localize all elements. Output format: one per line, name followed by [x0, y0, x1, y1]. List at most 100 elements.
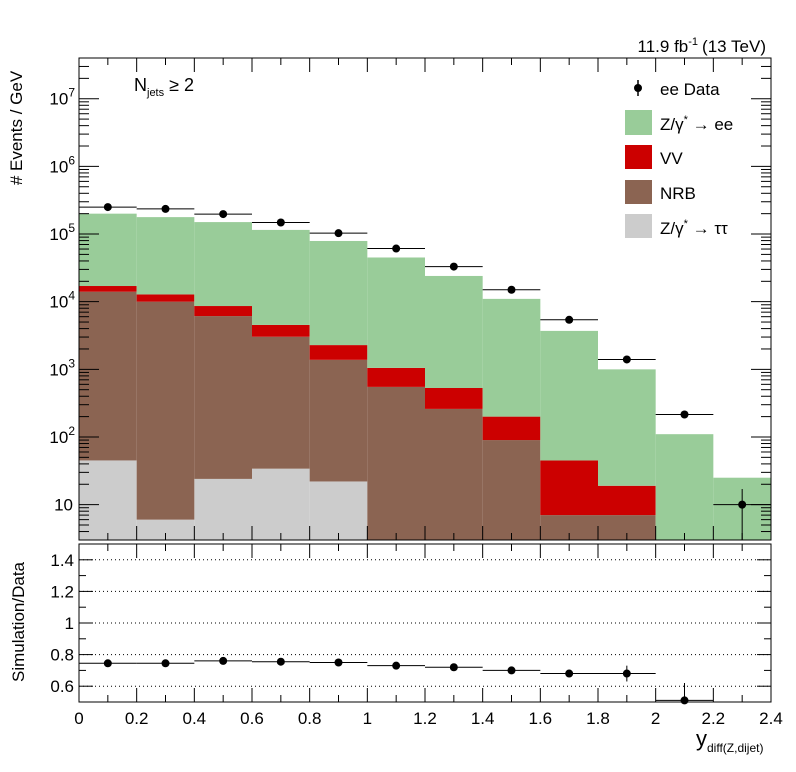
bottom-y-tick-label: 1.2 — [50, 582, 74, 601]
bar-zee — [194, 222, 252, 307]
bar-ztt — [252, 468, 310, 540]
x-tick-label: 2.2 — [702, 709, 726, 728]
legend-ztt-swatch — [625, 214, 652, 238]
data-point — [219, 210, 228, 219]
bottom-y-tick-label: 1 — [65, 614, 74, 633]
data-point — [103, 203, 112, 212]
bar-ztt — [309, 481, 368, 540]
data-point — [738, 500, 747, 509]
bar-ztt — [79, 460, 137, 540]
ratio-point — [622, 669, 631, 678]
bottom-y-tick-label: 0.8 — [50, 646, 74, 665]
x-tick-label: 1.4 — [471, 709, 495, 728]
top-frame — [78, 57, 772, 541]
bar-vv — [482, 416, 541, 441]
x-tick-label: 1 — [363, 709, 372, 728]
bar-vv — [309, 345, 368, 360]
bar-nrb — [367, 386, 425, 540]
bar-nrb — [482, 440, 541, 540]
x-tick-label: 0.8 — [298, 709, 322, 728]
bar-vv — [367, 367, 425, 387]
bar-zee — [598, 369, 656, 486]
top-axis-ticks: 10 102 103 104 105 106 107 — [49, 57, 772, 541]
data-point — [622, 355, 631, 364]
top-pad: 10 102 103 104 105 106 107 Njets ≥ 2 # Events /… — [7, 57, 772, 541]
bottom-axis-ticks: 0 0.2 0.4 0.6 0.8 1 1.2 1.4 1.6 1.8 2 2.2 2.4 0.6 0.8 1… — [50, 543, 783, 728]
legend-nrb-swatch — [625, 180, 652, 204]
lumi-label: 11.9 fb-1 (13 TeV) — [638, 36, 766, 56]
legend-vv-label: VV — [660, 149, 683, 168]
x-tick-label: 1.8 — [586, 709, 610, 728]
ratio-point — [103, 659, 112, 668]
x-tick-label: 1.2 — [413, 709, 437, 728]
data-points — [79, 203, 771, 540]
bar-vv — [79, 286, 137, 292]
ratio-point — [161, 659, 170, 668]
legend-data-marker — [634, 84, 642, 92]
top-y-tick-label: 106 — [49, 153, 75, 176]
data-point — [334, 229, 343, 238]
top-y-tick-label: 104 — [49, 289, 75, 312]
bottom-y-tick-label: 1.4 — [50, 551, 74, 570]
bar-vv — [425, 387, 483, 409]
bar-zee — [309, 240, 368, 346]
top-y-axis-label: # Events / GeV — [7, 70, 26, 185]
ratio-point — [334, 658, 343, 667]
x-tick-label: 1.6 — [529, 709, 553, 728]
legend-zee-swatch — [625, 110, 652, 135]
bottom-pad: 0 0.2 0.4 0.6 0.8 1 1.2 1.4 1.6 1.8 2 2.2 2.4 0.6 0.8 1… — [9, 543, 783, 755]
data-point — [507, 285, 516, 294]
ratio-point — [507, 666, 516, 675]
bar-zee — [367, 257, 425, 368]
bar-vv — [136, 294, 195, 302]
legend-entry-zee: Z/γ* → ee — [625, 110, 733, 135]
data-point — [565, 315, 574, 324]
ratio-point — [565, 669, 574, 678]
stack-bars — [79, 213, 771, 540]
data-point — [276, 218, 285, 227]
legend-vv-swatch — [625, 145, 652, 169]
top-y-tick-label: 10 — [54, 496, 73, 515]
data-point — [680, 410, 689, 419]
top-y-tick-label: 102 — [49, 424, 75, 447]
bar-zee — [655, 434, 714, 540]
legend-nrb-label: NRB — [660, 184, 696, 203]
legend-entry-vv: VV — [625, 145, 683, 169]
x-tick-label: 0 — [74, 709, 83, 728]
bottom-y-tick-label: 0.6 — [50, 677, 74, 696]
ratio-point — [449, 663, 458, 672]
x-tick-label: 0.6 — [240, 709, 264, 728]
bar-nrb — [425, 408, 483, 540]
bar-vv — [252, 324, 310, 337]
bar-vv — [194, 306, 252, 317]
data-point — [392, 244, 401, 253]
bar-zee — [425, 275, 483, 388]
bar-vv — [598, 485, 656, 516]
x-tick-label: 0.4 — [183, 709, 207, 728]
bar-ztt — [136, 519, 195, 540]
legend: ee Data Z/γ* → ee VV NRB Z/γ* → ττ — [625, 80, 733, 238]
bar-zee — [540, 330, 598, 461]
top-y-tick-label: 103 — [49, 356, 75, 379]
bar-nrb — [194, 316, 252, 479]
bar-ztt — [194, 478, 252, 540]
top-y-tick-label: 105 — [49, 221, 75, 244]
ratio-point — [276, 657, 285, 666]
legend-entry-data: ee Data — [634, 80, 720, 99]
bar-nrb — [309, 359, 368, 482]
x-tick-label: 2.4 — [759, 709, 783, 728]
ratio-gridlines — [79, 559, 771, 687]
legend-zee-label: Z/γ* → ee — [660, 114, 733, 134]
x-axis-label: ydiff(Z,dijet) — [696, 726, 763, 755]
data-point — [449, 262, 458, 271]
njets-label: Njets ≥ 2 — [134, 75, 194, 99]
bar-nrb — [252, 336, 310, 469]
legend-entry-ztt: Z/γ* → ττ — [625, 214, 728, 238]
x-tick-label: 2 — [651, 709, 660, 728]
top-y-tick-label: 107 — [49, 86, 75, 109]
bar-vv — [540, 460, 598, 516]
bar-zee — [136, 217, 195, 295]
x-tick-label: 0.2 — [125, 709, 149, 728]
bar-zee — [79, 213, 137, 287]
